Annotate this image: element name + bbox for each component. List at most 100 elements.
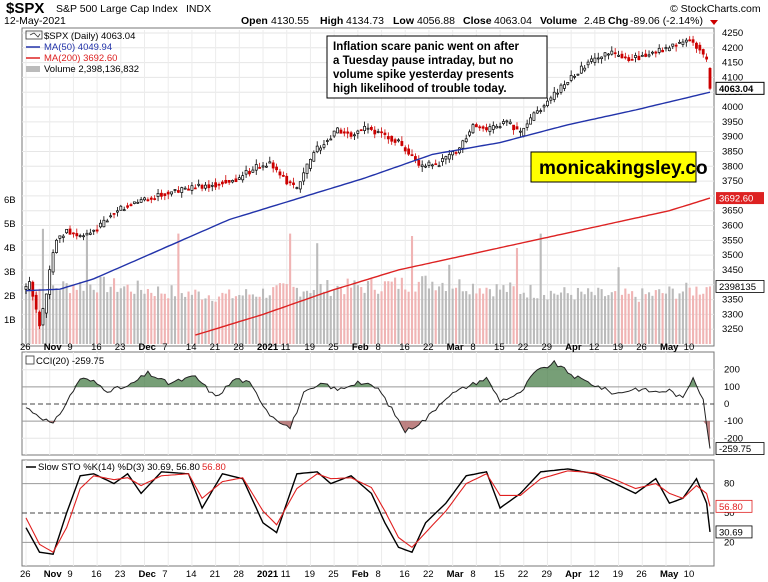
candle-body: [620, 53, 624, 59]
candle-body: [661, 49, 664, 53]
annotation-line-2: a Tuesday pause intraday, but no: [333, 55, 513, 67]
candle-body: [600, 56, 604, 60]
stoch-x-tick: 16: [91, 569, 102, 580]
candle-body: [471, 124, 475, 134]
stoch-k-line: [25, 468, 711, 555]
candle-body: [68, 228, 72, 235]
price-x-tick: 26: [20, 342, 31, 353]
open-value: 4130.55: [271, 15, 309, 27]
candle-body: [417, 160, 421, 166]
candle-body: [691, 39, 695, 43]
volume-last-tag: 2398135: [715, 280, 765, 293]
candle-body: [535, 110, 539, 114]
price-x-tick: Mar: [447, 342, 464, 353]
stoch-x-tick: 7: [162, 569, 167, 580]
stoch-x-tick: 9: [67, 569, 72, 580]
volume-bar: [316, 243, 319, 344]
volume-bar: [133, 293, 136, 344]
stoch-x-tick: 2021: [257, 569, 279, 580]
volume-bar: [414, 291, 417, 344]
price-y-tick: 3850: [722, 146, 743, 157]
price-x-tick: 10: [684, 342, 695, 353]
volume-bar: [708, 286, 712, 344]
candle-body: [485, 127, 488, 131]
candle-body: [183, 187, 187, 190]
volume-bar: [499, 289, 502, 344]
volume-bar: [119, 288, 122, 344]
candle-body: [637, 55, 641, 60]
volume-bar: [444, 291, 447, 344]
candle-body: [407, 148, 411, 155]
volume-bar: [116, 291, 119, 344]
candle-body: [596, 57, 600, 60]
volume-bar: [624, 288, 627, 344]
stoch-k-tag: 30.69: [715, 525, 753, 538]
volume-bar: [664, 293, 668, 344]
volume-bar: [458, 279, 461, 344]
volume-bar: [617, 267, 620, 344]
volume-bar: [512, 286, 515, 344]
candle-body: [701, 49, 705, 55]
volume-bar: [82, 290, 85, 344]
price-y-tick: 3450: [722, 265, 743, 276]
price-y-tick: 3350: [722, 295, 743, 306]
stochastic-indicator: [22, 468, 714, 555]
volume-bar: [678, 293, 681, 344]
volume-bar: [644, 294, 647, 344]
stoch-x-tick: 10: [684, 569, 695, 580]
volume-bar: [526, 297, 529, 344]
volume-y-tick: 3B: [4, 267, 16, 278]
volume-bar: [620, 294, 624, 344]
volume-bar: [285, 284, 288, 344]
volume-bar: [394, 277, 397, 344]
candle-body: [383, 132, 387, 135]
candle-body: [552, 91, 556, 100]
volume-bar: [319, 283, 322, 344]
price-x-tick: Nov: [44, 342, 63, 353]
volume-bar: [123, 286, 126, 344]
price-x-tick: 26: [636, 342, 647, 353]
annotation-line-1: Inflation scare panic went on after: [333, 41, 519, 53]
volume-bar: [424, 275, 427, 344]
candle-body: [518, 130, 522, 133]
volume-bar: [373, 289, 376, 344]
volume-bar: [390, 281, 393, 344]
volume-bar: [404, 289, 407, 344]
price-x-tick: 12: [589, 342, 600, 353]
candle-body: [241, 175, 245, 181]
candle-body: [674, 44, 678, 47]
volume-bar: [167, 298, 170, 344]
candle-body: [403, 147, 407, 152]
stoch-x-tick: 8: [376, 569, 381, 580]
volume-bar: [702, 293, 705, 344]
candle-body: [329, 138, 333, 141]
volume-bar: [24, 288, 28, 344]
volume-bar: [661, 293, 664, 344]
legend-ma50: MA(50) 4049.94: [44, 42, 112, 53]
candle-body: [495, 125, 499, 129]
candle-body: [688, 39, 692, 42]
low-value: 4056.88: [417, 15, 455, 27]
volume-y-tick: 5B: [4, 219, 16, 230]
stoch-x-tick: 14: [186, 569, 197, 580]
ma200-last-label: 3692.60: [719, 194, 753, 205]
candle-body: [153, 198, 157, 200]
volume-bar: [400, 277, 403, 344]
volume-bar: [160, 293, 163, 344]
candle-body: [38, 311, 41, 327]
price-x-tick: Apr: [565, 342, 582, 353]
price-x-tick: 22: [423, 342, 434, 353]
high-value: 4134.73: [346, 15, 384, 27]
volume-bar: [478, 288, 481, 344]
cci-title: CCI(20) -259.75: [36, 356, 104, 367]
candle-body: [129, 204, 133, 207]
candle-body: [173, 189, 177, 191]
ma50-line: [25, 91, 711, 292]
candle-body: [593, 57, 597, 63]
price-x-tick: May: [660, 342, 679, 353]
volume-bar: [441, 282, 444, 344]
volume-bar: [190, 294, 193, 344]
volume-bar: [163, 293, 166, 344]
candle-body: [657, 47, 661, 53]
candle-body: [119, 205, 123, 211]
